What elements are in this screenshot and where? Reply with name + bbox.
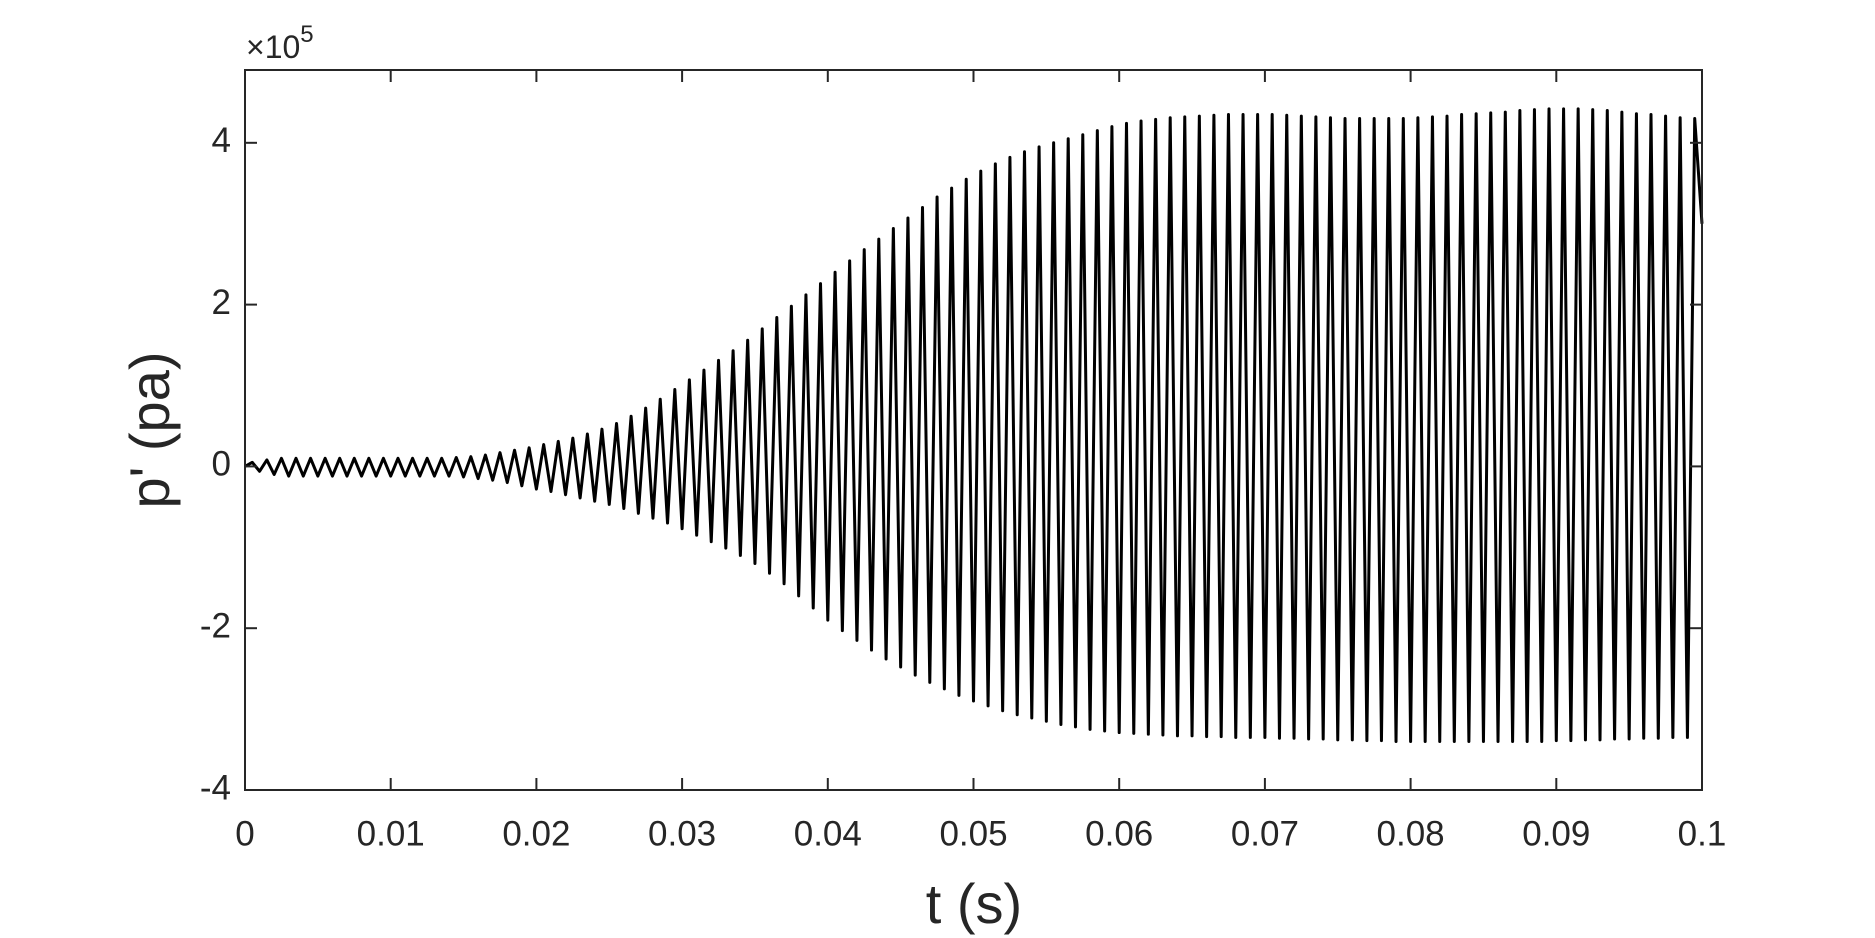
y-tick-label: -2 — [200, 606, 231, 645]
multiplier-base: ×10 — [246, 29, 300, 65]
y-tick-label: 2 — [212, 283, 231, 322]
x-tick-label: 0.05 — [939, 814, 1007, 853]
x-tick-label: 0.09 — [1522, 814, 1590, 853]
y-tick-label: 0 — [212, 445, 231, 484]
y-tick-label: 4 — [212, 121, 231, 160]
x-tick-label: 0.07 — [1231, 814, 1299, 853]
x-tick-label: 0.02 — [502, 814, 570, 853]
y-axis-label: p' (pa) — [118, 352, 181, 509]
x-tick-label: 0.08 — [1377, 814, 1445, 853]
data-line — [244, 107, 1704, 743]
x-tick-label: 0.06 — [1085, 814, 1153, 853]
multiplier-exponent: 5 — [300, 21, 313, 48]
y-tick-label: -4 — [200, 768, 231, 807]
x-tick-label: 0.01 — [357, 814, 425, 853]
x-axis-label: t (s) — [926, 872, 1022, 935]
x-tick-label: 0.04 — [794, 814, 862, 853]
y-multiplier: ×105 — [246, 21, 314, 65]
x-tick-label: 0.1 — [1678, 814, 1727, 853]
x-tick-label: 0 — [235, 814, 254, 853]
x-tick-label: 0.03 — [648, 814, 716, 853]
